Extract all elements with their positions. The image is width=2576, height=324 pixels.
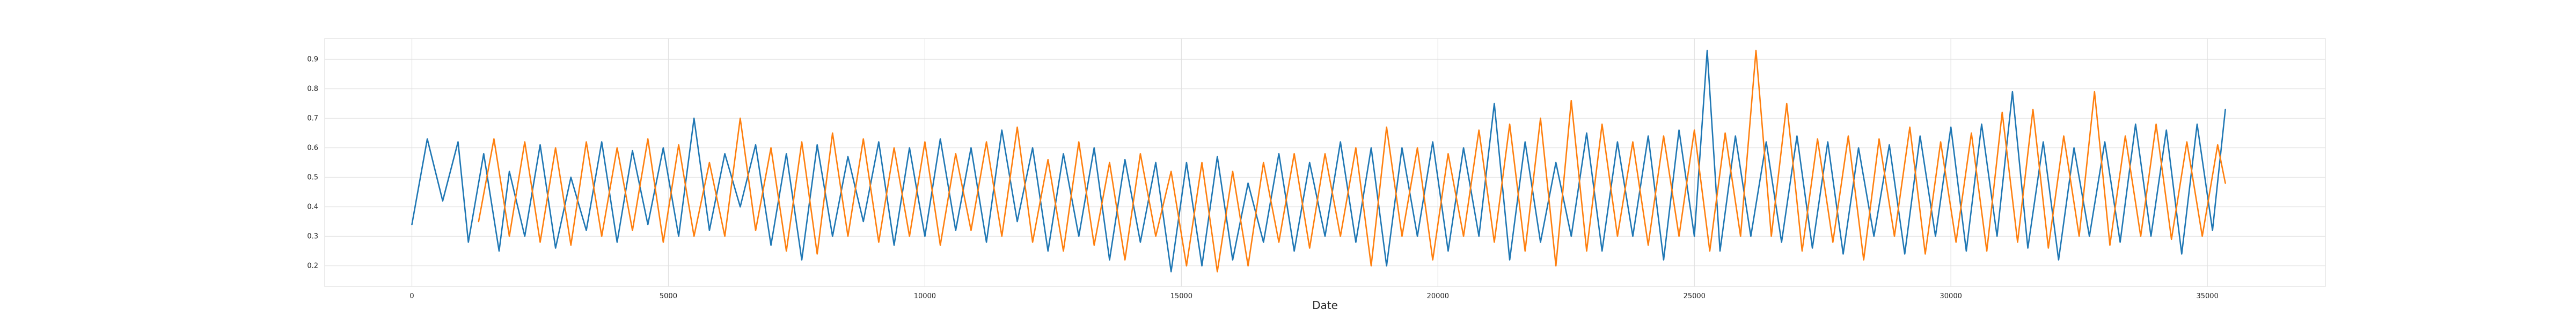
y-tick-label: 0.5 [307,174,318,182]
x-tick-label: 15000 [1170,292,1192,300]
y-tick-label: 0.9 [307,56,318,64]
x-axis-ticks: 0 5000 10000 15000 20000 25000 30000 35000 [409,292,2218,300]
y-tick-label: 0.3 [307,233,318,241]
series-lines [411,49,2226,273]
plot-area [324,38,2326,287]
y-tick-label: 0.4 [307,203,318,211]
x-tick-label: 35000 [2196,292,2218,300]
y-tick-label: 0.6 [307,144,318,152]
y-tick-label: 0.7 [307,115,318,123]
x-axis-title: Date [1312,299,1338,312]
x-tick-label: 10000 [914,292,936,300]
y-tick-label: 0.8 [307,85,318,93]
x-tick-label: 25000 [1684,292,1706,300]
x-tick-label: 20000 [1427,292,1449,300]
series-line-2 [478,49,2226,273]
y-tick-label: 0.2 [307,262,318,270]
x-tick-label: 0 [409,292,414,300]
x-tick-label: 5000 [660,292,677,300]
y-axis-ticks: 0.2 0.3 0.4 0.5 0.6 0.7 0.8 0.9 [307,56,318,270]
x-tick-label: 30000 [1940,292,1962,300]
